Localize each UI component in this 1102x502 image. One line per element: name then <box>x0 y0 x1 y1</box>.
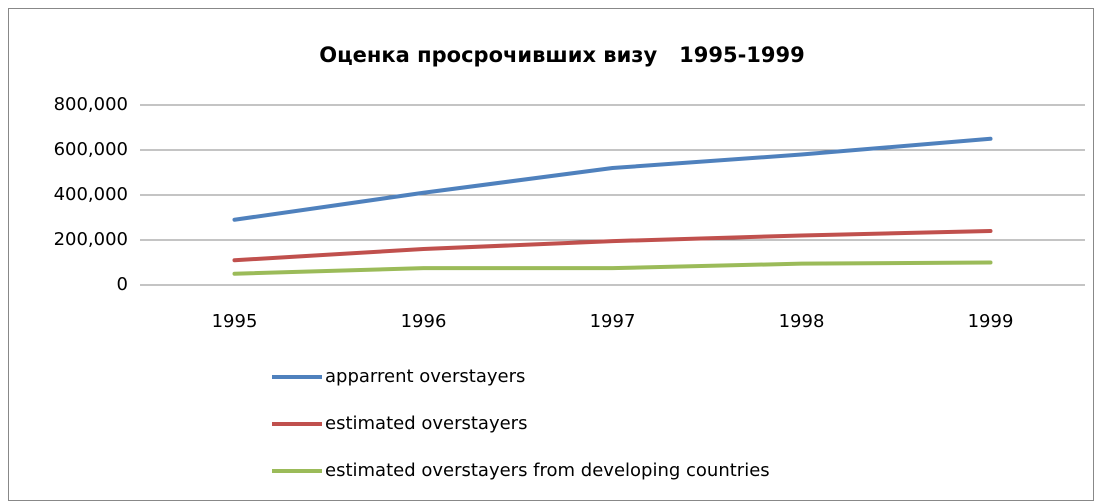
y-tick-label: 0 <box>117 274 128 295</box>
y-tick-label: 800,000 <box>54 94 128 115</box>
y-tick-label: 400,000 <box>54 184 128 205</box>
x-tick-label: 1996 <box>401 311 447 332</box>
legend-label: estimated overstayers from developing co… <box>325 460 770 481</box>
legend-label: apparrent overstayers <box>325 366 525 387</box>
x-tick-label: 1997 <box>590 311 636 332</box>
chart-border <box>8 8 1094 501</box>
y-tick-label: 600,000 <box>54 139 128 160</box>
data-line <box>232 229 993 263</box>
x-tick-label: 1998 <box>779 311 825 332</box>
chart-title: Оценка просрочивших визу 1995-1999 <box>319 43 805 67</box>
y-tick-label: 200,000 <box>54 229 128 250</box>
data-line <box>232 260 993 276</box>
x-tick-label: 1999 <box>968 311 1014 332</box>
data-line <box>232 136 993 222</box>
x-tick-label: 1995 <box>212 311 258 332</box>
legend-label: estimated overstayers <box>325 413 527 434</box>
